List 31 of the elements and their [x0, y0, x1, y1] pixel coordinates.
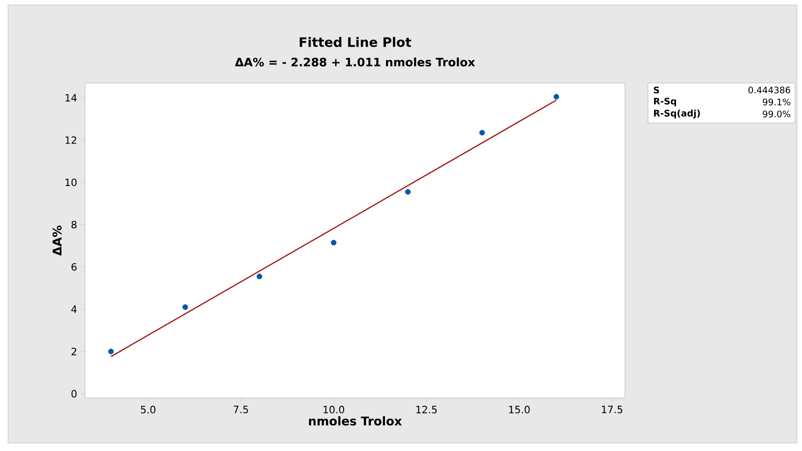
text: 99.0% [762, 110, 790, 118]
text: R-Sq(adj) [654, 110, 700, 118]
x-tick-label: 15.0 [509, 406, 530, 414]
text: 99.1% [762, 98, 790, 106]
chart-title: Fitted Line Plot [300, 36, 412, 48]
y-tick-label: 12 [66, 136, 76, 144]
point [554, 94, 560, 100]
text: 0.444386 [748, 86, 790, 94]
point [479, 130, 485, 136]
x-tick-label: 7.5 [234, 406, 248, 414]
text: S [654, 86, 660, 94]
x-tick-label: 10.0 [324, 406, 344, 414]
y-tick-label: 8 [72, 220, 77, 228]
point [330, 240, 336, 246]
y-tick-label: 2 [72, 348, 76, 356]
y-tick-label: 6 [72, 263, 77, 271]
x-tick-label: 12.5 [416, 406, 437, 414]
y-tick-label: 4 [71, 306, 77, 313]
text: R-Sq [654, 98, 676, 106]
point [182, 304, 188, 310]
point [405, 189, 411, 195]
y-tick-label: 10 [66, 178, 77, 186]
chart-subtitle: ΔA% = - 2.288 + 1.011 nmoles Trolox [234, 58, 475, 66]
y-tick-label: 0 [72, 390, 77, 398]
point [256, 274, 262, 280]
x-tick-label: 5.0 [140, 406, 156, 414]
x-tick-label: 17.5 [602, 406, 622, 414]
x-axis-title: nmoles Trolox [309, 416, 402, 426]
y-axis-title: ΔA% [52, 226, 62, 256]
point [108, 348, 114, 354]
y-tick-label: 14 [66, 94, 77, 102]
